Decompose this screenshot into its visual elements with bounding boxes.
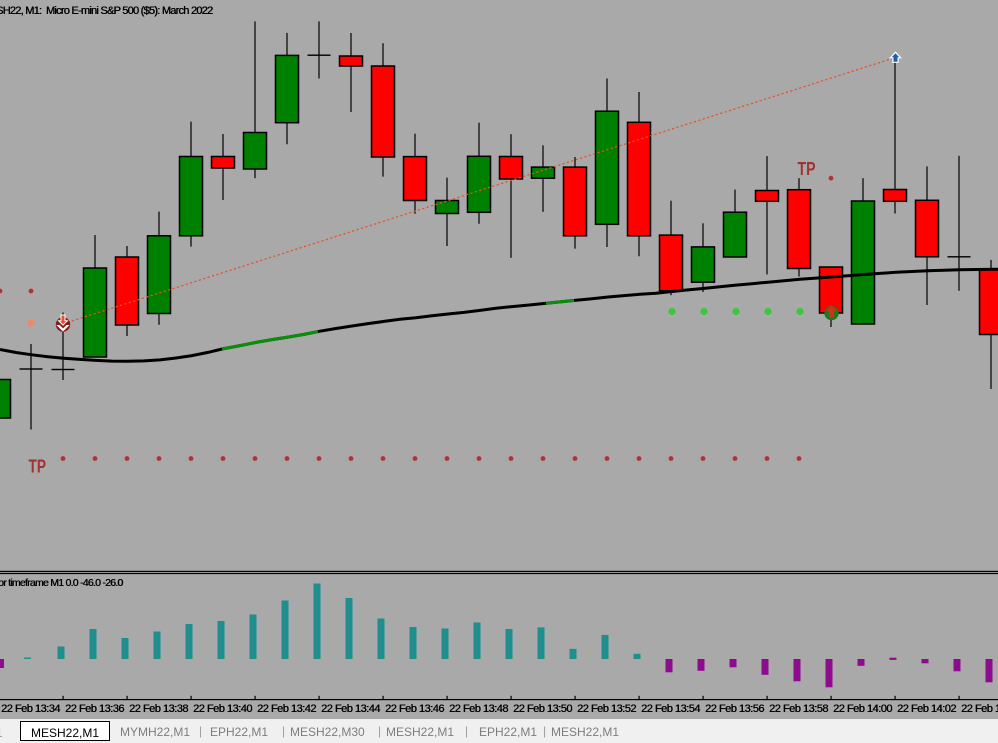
svg-text:TP: TP [29, 457, 47, 477]
svg-text:TP: TP [798, 159, 816, 179]
